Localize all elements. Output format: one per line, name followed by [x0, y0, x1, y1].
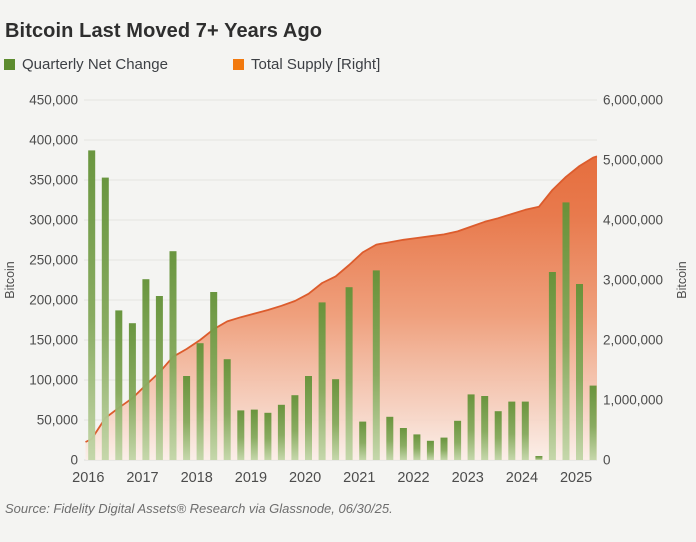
- left-axis-tick-label: 150,000: [29, 333, 78, 348]
- x-axis-year-label: 2020: [289, 470, 321, 486]
- bar-2020-Q2: [318, 302, 326, 460]
- left-axis-tick-label: 100,000: [29, 373, 78, 388]
- bar-2019-Q2: [264, 412, 272, 460]
- bar-2017-Q4: [183, 376, 191, 460]
- bar-2023-Q2: [481, 396, 489, 460]
- bar-2021-Q3: [386, 416, 394, 460]
- x-axis-year-label: 2023: [452, 470, 484, 486]
- left-axis-tick-label: 200,000: [29, 293, 78, 308]
- x-axis-year-label: 2022: [397, 470, 429, 486]
- quarterly-net-change-bars: [88, 150, 597, 460]
- left-axis-title: Bitcoin: [3, 261, 17, 299]
- bar-2024-Q4: [562, 202, 570, 460]
- bar-2016-Q2: [101, 177, 109, 460]
- right-axis-tick-label: 1,000,000: [603, 393, 663, 408]
- legend-item-total-supply: Total Supply [Right]: [233, 56, 380, 73]
- bar-2019-Q1: [250, 409, 258, 460]
- x-axis-year-label: 2017: [126, 470, 158, 486]
- right-axis-tick-label: 0: [603, 453, 611, 468]
- right-axis-tick-label: 4,000,000: [603, 213, 663, 228]
- bar-2022-Q3: [440, 437, 448, 460]
- bar-2021-Q4: [399, 428, 407, 460]
- left-axis-tick-label: 300,000: [29, 213, 78, 228]
- left-axis-tick-label: 450,000: [29, 93, 78, 108]
- right-axis-tick-label: 2,000,000: [603, 333, 663, 348]
- bar-2019-Q4: [291, 395, 299, 460]
- bar-2024-Q3: [548, 272, 556, 460]
- x-axis-year-label: 2019: [235, 470, 267, 486]
- bar-2022-Q1: [413, 434, 421, 460]
- bar-2016-Q4: [128, 323, 136, 460]
- legend-swatch-green: [4, 59, 15, 70]
- bar-2024-Q2: [535, 456, 543, 460]
- bar-2025-Q1: [576, 284, 583, 460]
- total-supply-line: [85, 155, 598, 443]
- bar-2016-Q3: [115, 310, 123, 460]
- chart-canvas: 450,000 400,000 350,000 300,000 250,000 200,0…: [3, 93, 689, 487]
- bar-2023-Q3: [494, 411, 502, 460]
- bar-2024-Q1: [521, 401, 529, 460]
- bar-2018-Q1: [196, 343, 204, 460]
- bar-2023-Q1: [467, 394, 475, 460]
- x-axis-year-label: 2018: [181, 470, 213, 486]
- bar-2025-Q2: [589, 385, 597, 460]
- bar-2020-Q4: [345, 287, 353, 460]
- left-axis-tick-label: 350,000: [29, 173, 78, 188]
- bar-2021-Q1: [359, 421, 367, 460]
- bar-2023-Q4: [508, 401, 516, 460]
- left-axis-tick-label: 250,000: [29, 253, 78, 268]
- bar-2019-Q3: [277, 404, 285, 460]
- bar-2020-Q1: [305, 376, 312, 460]
- bar-2018-Q3: [223, 359, 231, 460]
- x-axis-year-label: 2021: [343, 470, 375, 486]
- bar-2017-Q2: [155, 296, 163, 460]
- left-axis-tick-label: 50,000: [37, 413, 78, 428]
- x-axis-year-label: 2016: [72, 470, 104, 486]
- right-axis-tick-label: 3,000,000: [603, 273, 663, 288]
- bar-2022-Q4: [454, 420, 462, 460]
- bar-2017-Q1: [142, 279, 150, 460]
- right-axis-title: Bitcoin: [675, 261, 689, 299]
- right-axis-tick-label: 6,000,000: [603, 93, 663, 108]
- source-note: Source: Fidelity Digital Assets® Researc…: [5, 501, 393, 516]
- bar-2022-Q2: [426, 440, 434, 460]
- left-axis-tick-label: 0: [70, 453, 78, 468]
- bar-2017-Q3: [169, 251, 177, 460]
- bar-2021-Q2: [372, 270, 380, 460]
- bar-2018-Q4: [237, 410, 245, 460]
- bar-2016-Q1: [88, 150, 96, 460]
- bar-2018-Q2: [210, 292, 218, 460]
- chart-title: Bitcoin Last Moved 7+ Years Ago: [5, 20, 323, 42]
- legend-label-total-supply: Total Supply [Right]: [251, 56, 381, 73]
- legend-label-quarterly-net-change: Quarterly Net Change: [22, 56, 168, 73]
- legend-item-quarterly-net-change: Quarterly Net Change: [4, 56, 168, 73]
- left-axis-tick-label: 400,000: [29, 133, 78, 148]
- right-axis-tick-label: 5,000,000: [603, 153, 663, 168]
- x-axis-year-label: 2025: [560, 470, 592, 486]
- axis-labels: 450,000 400,000 350,000 300,000 250,000 200,0…: [3, 93, 689, 487]
- legend: Quarterly Net Change Total Supply [Right…: [4, 56, 644, 76]
- x-axis-year-label: 2024: [506, 470, 538, 486]
- bar-2020-Q3: [332, 379, 340, 460]
- legend-swatch-orange: [233, 59, 244, 70]
